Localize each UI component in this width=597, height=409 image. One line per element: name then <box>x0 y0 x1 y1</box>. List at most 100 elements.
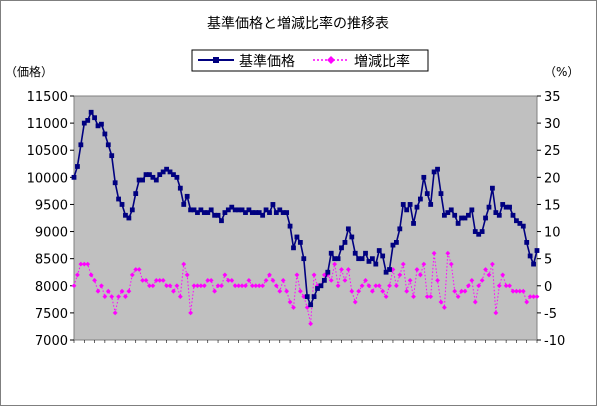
series-price-point <box>493 210 499 215</box>
series-price-point <box>445 210 451 215</box>
series-ratio-point <box>239 283 245 289</box>
series-price-point <box>380 253 386 259</box>
series-ratio-point <box>164 283 169 289</box>
series-price-point <box>459 215 464 221</box>
series-price-point <box>222 210 228 215</box>
series-price-point <box>188 207 194 213</box>
legend-label-price: 基準価格 <box>239 53 295 70</box>
series-ratio-point <box>311 272 317 278</box>
legend-label-ratio: 増減比率 <box>354 53 410 70</box>
y-left-tick-label: 11500 <box>27 90 68 105</box>
y-right-tick-label: -5 <box>544 307 557 322</box>
series-ratio-point <box>260 283 266 289</box>
series-price-point <box>356 256 362 262</box>
series-ratio-point <box>414 267 420 272</box>
series-price-point <box>417 196 423 202</box>
series-price-point <box>116 196 121 202</box>
series-ratio-point <box>393 283 399 289</box>
series-ratio-point <box>442 305 447 310</box>
series-ratio-point <box>424 294 430 300</box>
series-price-point <box>92 115 97 121</box>
chart-title: 基準価格と増減比率の推移表 <box>207 15 389 32</box>
series-price-point <box>448 207 454 213</box>
series-price-point <box>435 166 440 172</box>
series-price-point <box>126 215 132 221</box>
series-ratio-point <box>140 277 145 283</box>
y-right-tick-label: 20 <box>544 171 561 186</box>
y-right-axis: -10 -5 0 5 10 15 20 25 30 35 <box>537 90 565 349</box>
series-price-point <box>325 269 331 275</box>
series-ratio-point <box>116 294 121 300</box>
y-right-tick-label: 15 <box>544 198 561 213</box>
y-left-tick-label: 10000 <box>27 171 68 186</box>
series-ratio-point <box>133 267 139 272</box>
series-ratio-point <box>270 277 276 283</box>
series-ratio-point <box>524 299 530 305</box>
y-left-tick-label: 10500 <box>27 144 68 159</box>
series-ratio-point <box>476 283 482 289</box>
series-ratio-point <box>112 310 118 316</box>
series-price-point <box>411 221 416 226</box>
series-price-point <box>373 261 379 267</box>
series-ratio-point <box>363 277 368 283</box>
series-ratio-point <box>438 299 444 305</box>
series-ratio-point <box>177 294 183 300</box>
series-price-point <box>431 169 437 175</box>
series-ratio-point <box>222 272 228 278</box>
series-price-point <box>438 191 444 196</box>
series-price-point <box>452 212 458 218</box>
y-left-tick-label: 9500 <box>35 198 68 213</box>
series-price-point <box>345 226 351 232</box>
series-ratio-point <box>160 277 166 283</box>
series-price-point <box>335 256 341 262</box>
series-price-point <box>510 212 516 218</box>
series-ratio-point <box>181 261 187 267</box>
series-ratio-point <box>517 288 523 294</box>
series-price-point <box>400 202 406 207</box>
series-price-point <box>342 240 348 245</box>
series-ratio-point <box>435 277 440 283</box>
series-ratio-point <box>188 310 194 316</box>
y-right-tick-label: -10 <box>544 334 565 349</box>
legend-swatch-price-marker <box>213 57 219 63</box>
series-price-point <box>181 202 187 207</box>
series-ratio-point <box>171 288 176 294</box>
series-ratio-point <box>496 283 502 289</box>
series-price-point <box>225 207 231 213</box>
series-ratio-point <box>246 277 252 283</box>
series-price-point <box>527 253 533 259</box>
series-ratio-point <box>236 283 242 289</box>
series-price-point <box>483 215 488 221</box>
series-ratio-point <box>452 288 458 294</box>
series-price-point <box>366 258 372 264</box>
series-price-point <box>301 256 307 262</box>
series-price-point <box>167 169 173 175</box>
series-price-point <box>479 229 485 234</box>
series-price-point <box>99 121 104 127</box>
series-ratio-point <box>253 283 259 289</box>
series-ratio-point <box>256 283 262 289</box>
series-ratio-point <box>514 288 519 294</box>
y-right-tick-label: 0 <box>544 280 552 295</box>
series-ratio-point <box>184 272 190 278</box>
series-ratio-point <box>411 294 416 300</box>
series-ratio-point <box>483 267 488 272</box>
series-price-point <box>311 294 317 300</box>
series-ratio-point <box>225 277 231 283</box>
legend: 基準価格 増減比率 <box>191 49 429 72</box>
series-price-point <box>284 210 290 215</box>
series-price-point <box>119 202 125 207</box>
series-price-point <box>297 240 303 245</box>
series-ratio-point <box>195 283 200 289</box>
series-price-point <box>273 210 279 215</box>
series-ratio-point <box>507 283 512 289</box>
series-price-point <box>239 207 245 213</box>
series-ratio-point <box>287 299 293 305</box>
series-price-point <box>75 164 80 169</box>
series-price-point <box>424 191 430 196</box>
series-price-point <box>291 245 296 251</box>
series-ratio-point <box>352 299 358 305</box>
series-ratio-point <box>75 272 80 278</box>
y-left-axis: 7000 7500 8000 8500 9000 9500 10000 10500 11000 1… <box>27 90 74 349</box>
